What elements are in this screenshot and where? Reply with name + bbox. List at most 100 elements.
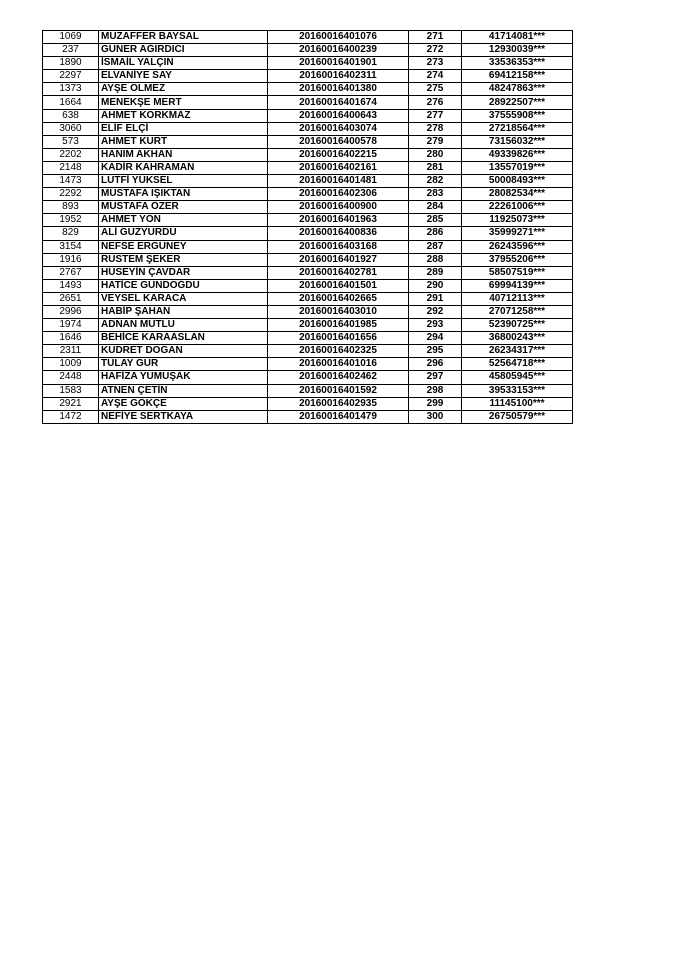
application-number-cell: 20160016401016 — [267, 357, 409, 372]
row-id-cell: 573 — [42, 134, 99, 149]
full-name-cell: HATİCE GÜNDOĞDU — [98, 278, 268, 293]
table-row: 1373 AYŞE ÖLMEZ 20160016401380 275 48247863*… — [42, 82, 573, 97]
id-number-masked-cell: 33536353*** — [461, 56, 573, 71]
rank-cell: 297 — [408, 370, 462, 385]
id-number-masked-cell: 11145100*** — [461, 396, 573, 411]
rank-cell: 291 — [408, 291, 462, 306]
rank-cell: 284 — [408, 200, 462, 215]
row-id-cell: 829 — [42, 226, 99, 241]
application-number-cell: 20160016400900 — [267, 200, 409, 215]
application-number-cell: 20160016403168 — [267, 239, 409, 254]
rank-cell: 280 — [408, 147, 462, 162]
table-row: 237 GÜNER AĞIRDICI 20160016400239 272 129300… — [42, 43, 573, 58]
table-row: 2148 KADİR KAHRAMAN 20160016402161 281 13557… — [42, 160, 573, 176]
application-number-cell: 20160016402665 — [267, 291, 409, 306]
id-number-masked-cell: 26243596*** — [461, 239, 573, 254]
table-row: 1583 ATNEN ÇETİN 20160016401592 298 39533153… — [42, 383, 573, 398]
application-number-cell: 20160016401674 — [267, 95, 409, 110]
application-number-cell: 20160016403074 — [267, 121, 409, 136]
full-name-cell: HABİP ŞAHAN — [98, 304, 268, 320]
results-table: 1069 MUZAFFER BAYSAL 20160016401076 271 4171… — [42, 29, 573, 424]
full-name-cell: AHMET KURT — [98, 134, 268, 149]
row-id-cell: 2767 — [42, 265, 99, 280]
rank-cell: 278 — [408, 121, 462, 136]
row-id-cell: 3060 — [42, 121, 99, 136]
full-name-cell: MUSTAFA ÖZER — [98, 200, 268, 215]
table-row: 1472 NEFİYE SERTKAYA 20160016401479 300 2675… — [42, 409, 573, 424]
id-number-masked-cell: 50008493*** — [461, 174, 573, 189]
application-number-cell: 20160016401985 — [267, 318, 409, 333]
table-row: 829 ALİ GÜZYURDU 20160016400836 286 35999271… — [42, 226, 573, 241]
id-number-masked-cell: 52390725*** — [461, 318, 573, 333]
table-row: 2202 HANIM AKHAN 20160016402215 280 49339826… — [42, 147, 573, 162]
full-name-cell: MENEKŞE MERT — [98, 95, 268, 110]
rank-cell: 295 — [408, 344, 462, 359]
application-number-cell: 20160016401380 — [267, 82, 409, 97]
full-name-cell: MUSTAFA IŞIKTAN — [98, 187, 268, 202]
table-row: 1009 TÜLAY GÜR 20160016401016 296 52564718**… — [42, 357, 573, 372]
application-number-cell: 20160016402215 — [267, 147, 409, 162]
application-number-cell: 20160016401501 — [267, 278, 409, 293]
application-number-cell: 20160016403010 — [267, 304, 409, 320]
full-name-cell: HANIM AKHAN — [98, 147, 268, 162]
id-number-masked-cell: 13557019*** — [461, 160, 573, 176]
full-name-cell: AHMET YÖN — [98, 213, 268, 228]
id-number-masked-cell: 36800243*** — [461, 331, 573, 346]
rank-cell: 272 — [408, 43, 462, 58]
row-id-cell: 1646 — [42, 331, 99, 346]
rank-cell: 277 — [408, 108, 462, 123]
full-name-cell: VEYSEL KARACA — [98, 291, 268, 306]
full-name-cell: AYŞE GÖKÇE — [98, 396, 268, 411]
table-row: 1473 LÜTFİ YÜKSEL 20160016401481 282 5000849… — [42, 174, 573, 189]
row-id-cell: 237 — [42, 43, 99, 58]
id-number-masked-cell: 48247863*** — [461, 82, 573, 97]
table-body: 1069 MUZAFFER BAYSAL 20160016401076 271 4171… — [42, 29, 573, 424]
application-number-cell: 20160016401927 — [267, 252, 409, 267]
id-number-masked-cell: 69412158*** — [461, 69, 573, 84]
table-row: 2292 MUSTAFA IŞIKTAN 20160016402306 283 2808… — [42, 187, 573, 202]
rank-cell: 271 — [408, 29, 462, 45]
application-number-cell: 20160016402325 — [267, 344, 409, 359]
application-number-cell: 20160016402306 — [267, 187, 409, 202]
application-number-cell: 20160016402161 — [267, 160, 409, 176]
row-id-cell: 1069 — [42, 29, 99, 45]
rank-cell: 289 — [408, 265, 462, 280]
table-row: 573 AHMET KURT 20160016400578 279 73156032**… — [42, 134, 573, 149]
row-id-cell: 1493 — [42, 278, 99, 293]
row-id-cell: 2292 — [42, 187, 99, 202]
id-number-masked-cell: 28922507*** — [461, 95, 573, 110]
row-id-cell: 1916 — [42, 252, 99, 267]
table-row: 1916 RÜSTEM ŞEKER 20160016401927 288 3795520… — [42, 252, 573, 267]
id-number-masked-cell: 49339826*** — [461, 147, 573, 162]
table-row: 2297 ELVANİYE SAY 20160016402311 274 6941215… — [42, 69, 573, 84]
rank-cell: 286 — [408, 226, 462, 241]
full-name-cell: ALİ GÜZYURDU — [98, 226, 268, 241]
table-row: 1952 AHMET YÖN 20160016401963 285 11925073**… — [42, 213, 573, 228]
row-id-cell: 1952 — [42, 213, 99, 228]
application-number-cell: 20160016401656 — [267, 331, 409, 346]
table-row: 2996 HABİP ŞAHAN 20160016403010 292 27071258… — [42, 304, 573, 320]
full-name-cell: KUDRET DOĞAN — [98, 344, 268, 359]
row-id-cell: 3154 — [42, 239, 99, 254]
id-number-masked-cell: 22261006*** — [461, 200, 573, 215]
application-number-cell: 20160016401592 — [267, 383, 409, 398]
application-number-cell: 20160016400239 — [267, 43, 409, 58]
application-number-cell: 20160016401963 — [267, 213, 409, 228]
table-row: 1646 BEHİCE KARAASLAN 20160016401656 294 368… — [42, 331, 573, 346]
application-number-cell: 20160016402781 — [267, 265, 409, 280]
row-id-cell: 1974 — [42, 318, 99, 333]
full-name-cell: RÜSTEM ŞEKER — [98, 252, 268, 267]
rank-cell: 275 — [408, 82, 462, 97]
id-number-masked-cell: 69994139*** — [461, 278, 573, 293]
table-row: 1069 MUZAFFER BAYSAL 20160016401076 271 4171… — [42, 29, 573, 45]
row-id-cell: 2202 — [42, 147, 99, 162]
id-number-masked-cell: 28082534*** — [461, 187, 573, 202]
full-name-cell: NEFSE ERGÜNEY — [98, 239, 268, 254]
table-row: 3154 NEFSE ERGÜNEY 20160016403168 287 262435… — [42, 239, 573, 254]
rank-cell: 279 — [408, 134, 462, 149]
application-number-cell: 20160016402935 — [267, 396, 409, 411]
application-number-cell: 20160016400643 — [267, 108, 409, 123]
id-number-masked-cell: 27218564*** — [461, 121, 573, 136]
rank-cell: 293 — [408, 318, 462, 333]
row-id-cell: 638 — [42, 108, 99, 123]
